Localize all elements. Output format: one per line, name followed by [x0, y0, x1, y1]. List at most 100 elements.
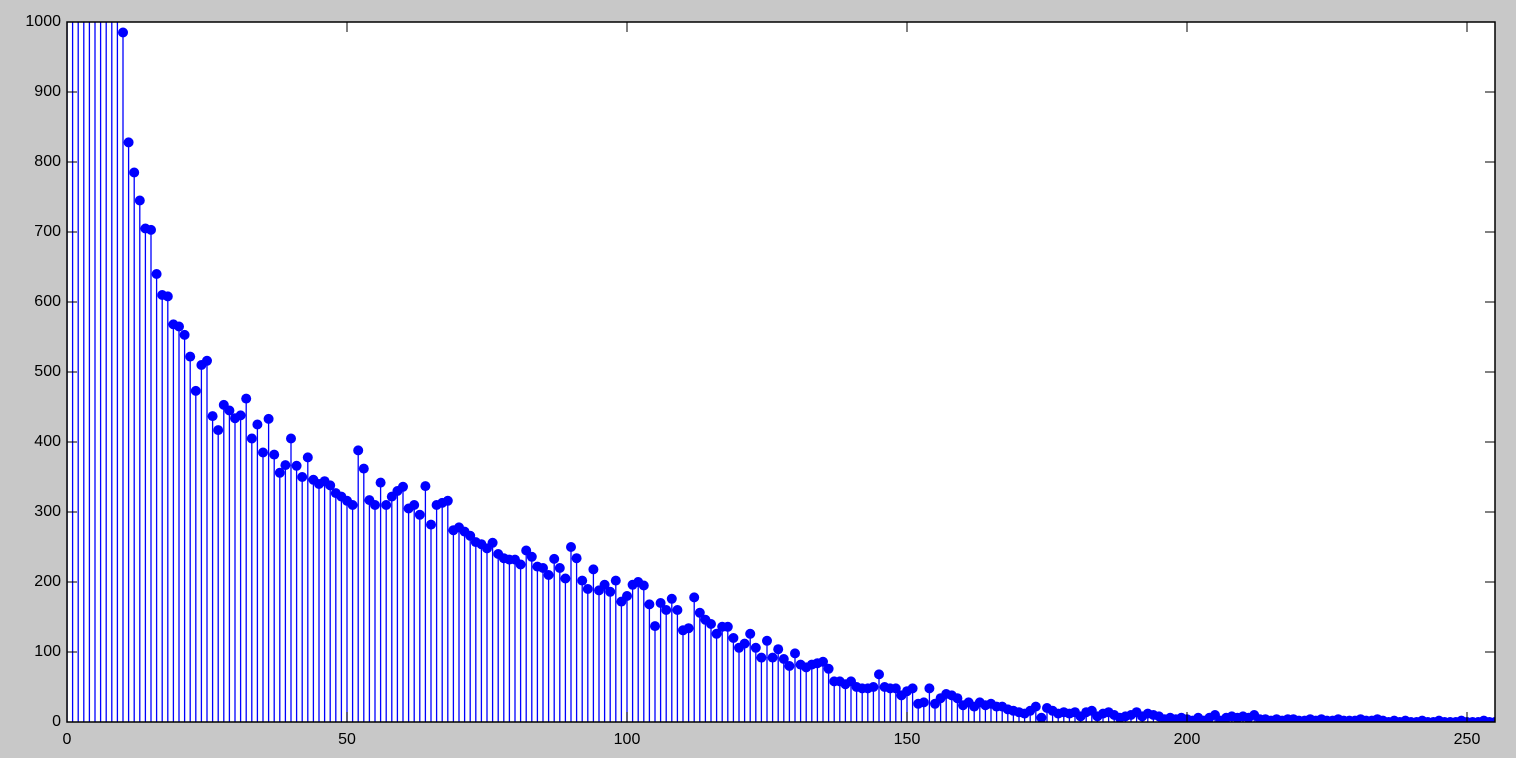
stem-marker [302, 452, 313, 463]
stem-marker [146, 224, 156, 235]
stem-marker [134, 195, 145, 206]
y-tick-label: 100 [34, 643, 61, 660]
stem-marker [694, 607, 705, 618]
stem-marker [706, 619, 716, 629]
stem-marker [325, 480, 336, 491]
stem-marker [162, 291, 173, 302]
x-tick-label: 50 [338, 731, 356, 748]
stem-marker [566, 542, 576, 552]
stem-marker [745, 628, 756, 639]
stem-marker [487, 537, 498, 548]
stem-marker [353, 445, 364, 456]
y-tick-label: 800 [34, 153, 61, 170]
stem-marker [599, 579, 610, 590]
stem-marker [269, 449, 280, 460]
stem-marker [1036, 712, 1047, 722]
stem-marker [123, 137, 134, 148]
stem-marker [420, 481, 431, 492]
plot-area [67, 22, 1495, 722]
stem-marker [280, 460, 291, 471]
stem-marker [924, 683, 935, 694]
stem-marker [274, 467, 285, 478]
stem-marker [767, 652, 778, 663]
stem-marker [918, 697, 929, 708]
stem-marker [414, 509, 425, 520]
stem-marker [179, 329, 190, 340]
stem-marker [543, 570, 554, 580]
y-tick-label: 400 [34, 433, 61, 450]
stem-marker [246, 433, 257, 444]
stem-marker [650, 621, 660, 632]
stem-marker [610, 575, 621, 586]
stem-marker [358, 463, 369, 474]
x-tick-label: 150 [894, 731, 921, 748]
stem-marker [689, 592, 700, 603]
stem-marker [560, 573, 571, 584]
stem-marker [297, 472, 308, 482]
stem-marker [577, 575, 588, 586]
stem-marker [185, 351, 196, 362]
stem-marker [213, 425, 224, 436]
stem-marker [790, 648, 800, 659]
x-tick-label: 250 [1454, 731, 1481, 748]
stems [67, 22, 1495, 722]
stem-marker [778, 654, 789, 664]
stem-marker [1490, 717, 1495, 722]
stem-marker [291, 460, 302, 471]
stem-marker [286, 433, 296, 444]
stem-marker [890, 683, 901, 694]
stem-marker [174, 321, 184, 332]
stem-marker [823, 663, 834, 674]
stem-marker [235, 410, 246, 421]
stem-marker [588, 564, 599, 575]
stem-marker [952, 693, 963, 704]
stem-marker [515, 559, 526, 570]
stem-marker [347, 500, 358, 510]
stem-marker [190, 385, 201, 396]
stem-marker [263, 413, 274, 424]
stem-marker [784, 661, 795, 671]
stem-marker [1030, 701, 1041, 712]
stem-marker [554, 563, 565, 573]
stem-marker [773, 644, 784, 655]
y-tick-label: 600 [34, 293, 61, 310]
stem-marker [728, 633, 739, 643]
stem-marker [118, 27, 128, 38]
y-tick-label: 900 [34, 83, 61, 100]
y-tick-label: 200 [34, 573, 61, 590]
y-tick-label: 0 [52, 713, 61, 730]
stem-marker [538, 563, 548, 573]
stem-marker [661, 605, 672, 615]
stem-marker [252, 419, 263, 430]
stem-marker [672, 605, 683, 615]
stem-marker [711, 628, 722, 639]
stem-marker [655, 598, 666, 608]
stem-marker [739, 638, 750, 649]
stem-marker [409, 500, 420, 510]
y-tick-label: 700 [34, 223, 61, 240]
stem-marker [683, 623, 694, 634]
y-tick-label: 300 [34, 503, 61, 520]
stem-marker [381, 500, 392, 510]
stem-marker [571, 553, 582, 564]
stem-marker [207, 411, 218, 422]
stem-marker [582, 584, 593, 594]
y-tick-label: 1000 [25, 13, 61, 30]
stem-marker [874, 669, 884, 680]
stem-marker [622, 591, 632, 601]
stem-marker [868, 682, 879, 692]
stem-marker [258, 447, 268, 458]
x-tick-label: 100 [614, 731, 641, 748]
stem-marker [442, 495, 453, 506]
stem-marker [426, 519, 436, 530]
y-tick-label: 500 [34, 363, 61, 380]
stem-marker [750, 642, 761, 653]
stem-marker [907, 683, 918, 694]
stem-marker [818, 656, 828, 667]
stem-marker [202, 355, 212, 366]
stem-marker [241, 393, 252, 404]
stem-marker [644, 599, 655, 610]
x-tick-label: 0 [63, 731, 72, 748]
stem-marker [756, 652, 767, 663]
